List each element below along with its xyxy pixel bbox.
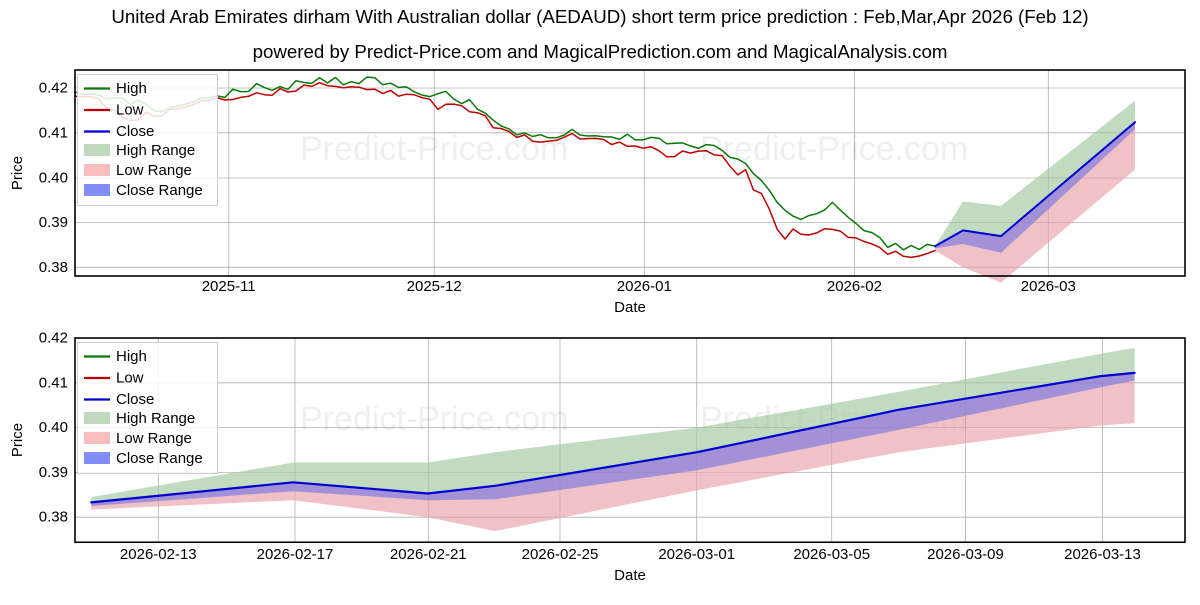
svg-text:Low: Low bbox=[116, 102, 144, 119]
svg-text:2026-02-17: 2026-02-17 bbox=[257, 546, 334, 563]
svg-text:Predict-Price.com: Predict-Price.com bbox=[300, 400, 568, 438]
svg-text:0.40: 0.40 bbox=[39, 170, 68, 187]
svg-text:Date: Date bbox=[614, 299, 646, 316]
svg-text:2025-12: 2025-12 bbox=[407, 278, 462, 295]
svg-text:0.42: 0.42 bbox=[39, 80, 68, 97]
svg-text:0.39: 0.39 bbox=[39, 214, 68, 231]
svg-text:0.40: 0.40 bbox=[39, 419, 68, 436]
svg-text:United Arab Emirates dirham Wi: United Arab Emirates dirham With Austral… bbox=[111, 6, 1088, 27]
svg-text:Low Range: Low Range bbox=[116, 430, 192, 447]
svg-text:Low Range: Low Range bbox=[116, 162, 192, 179]
svg-text:Close Range: Close Range bbox=[116, 182, 203, 199]
svg-text:0.39: 0.39 bbox=[39, 464, 68, 481]
svg-text:2026-02: 2026-02 bbox=[827, 278, 882, 295]
svg-text:0.38: 0.38 bbox=[39, 509, 68, 526]
svg-text:2026-02-21: 2026-02-21 bbox=[390, 546, 467, 563]
svg-text:Close: Close bbox=[116, 123, 154, 140]
svg-text:Predict-Price.com: Predict-Price.com bbox=[300, 130, 568, 168]
svg-text:2026-02-25: 2026-02-25 bbox=[522, 546, 599, 563]
svg-text:2026-01: 2026-01 bbox=[617, 278, 672, 295]
svg-text:2026-03-13: 2026-03-13 bbox=[1064, 546, 1141, 563]
svg-text:2026-03-09: 2026-03-09 bbox=[927, 546, 1004, 563]
svg-text:Predict-Price.com: Predict-Price.com bbox=[700, 130, 968, 168]
svg-text:High: High bbox=[116, 80, 147, 97]
svg-text:powered by Predict-Price.com a: powered by Predict-Price.com and Magical… bbox=[253, 41, 948, 62]
svg-text:0.42: 0.42 bbox=[39, 330, 68, 347]
svg-text:Close Range: Close Range bbox=[116, 450, 203, 467]
svg-text:0.41: 0.41 bbox=[39, 374, 68, 391]
svg-text:Price: Price bbox=[9, 423, 26, 457]
svg-text:Close: Close bbox=[116, 391, 154, 408]
svg-text:2026-03-01: 2026-03-01 bbox=[658, 546, 735, 563]
svg-text:High Range: High Range bbox=[116, 410, 195, 427]
svg-text:2026-02-13: 2026-02-13 bbox=[120, 546, 197, 563]
svg-text:0.38: 0.38 bbox=[39, 259, 68, 276]
svg-text:2026-03: 2026-03 bbox=[1021, 278, 1076, 295]
svg-text:Low: Low bbox=[116, 370, 144, 387]
svg-text:Date: Date bbox=[614, 567, 646, 584]
svg-text:0.41: 0.41 bbox=[39, 124, 68, 141]
svg-text:High Range: High Range bbox=[116, 142, 195, 159]
svg-text:High: High bbox=[116, 348, 147, 365]
svg-text:2026-03-05: 2026-03-05 bbox=[793, 546, 870, 563]
svg-text:2025-11: 2025-11 bbox=[202, 278, 256, 295]
svg-text:Price: Price bbox=[9, 156, 26, 190]
